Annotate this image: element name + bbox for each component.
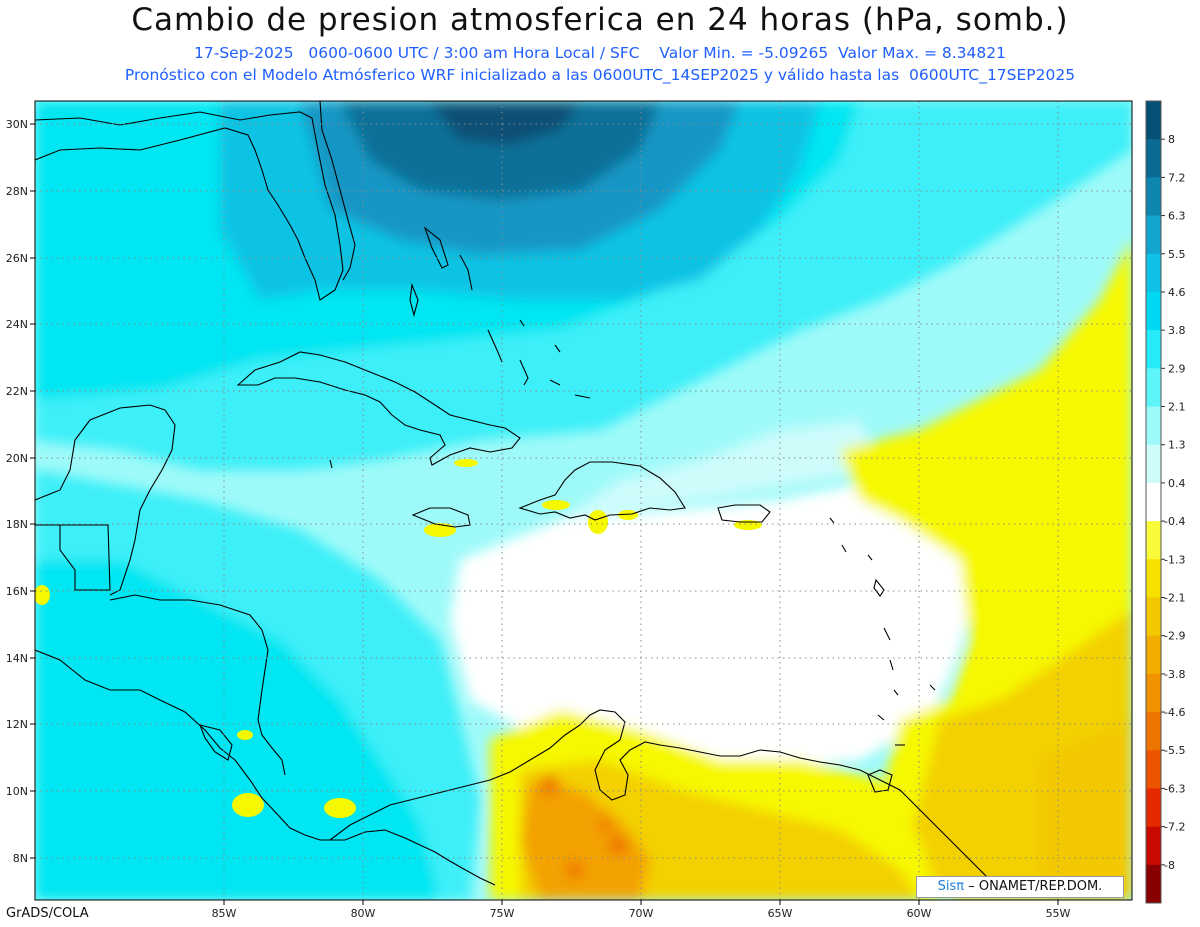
colorbar-swatch — [1146, 406, 1161, 446]
colorbar-swatch — [1146, 788, 1161, 828]
colorbar-swatch — [1146, 635, 1161, 675]
lon-label: 55W — [1046, 907, 1071, 920]
lon-label: 80W — [351, 907, 376, 920]
coastlines — [35, 101, 1001, 891]
grads-credit: GrADS/COLA — [6, 906, 89, 921]
graticule — [35, 101, 1132, 900]
credit-text: – ONAMET/REP.DOM. — [968, 879, 1103, 894]
colorbar-label: -8 — [1164, 859, 1175, 872]
colorbar-swatch — [1146, 521, 1161, 560]
lat-label: 24N — [6, 318, 28, 331]
colorbar-swatch — [1146, 215, 1161, 255]
lat-label: 16N — [6, 585, 28, 598]
map-subtitle-date: 17-Sep-2025 0600-0600 UTC / 3:00 am Hora… — [194, 44, 1006, 62]
map-frame — [34, 100, 1133, 901]
lat-label: 26N — [6, 252, 28, 265]
colorbar-swatch — [1146, 864, 1161, 904]
colorbar-swatch — [1146, 177, 1161, 217]
latitude-labels: 30N 28N 26N 24N 22N 20N 18N 16N 14N 12N … — [6, 118, 28, 865]
colorbar-label: -6.3 — [1164, 782, 1185, 795]
colorbar-swatch — [1146, 712, 1161, 751]
map-title: Cambio de presion atmosferica en 24 hora… — [131, 2, 1069, 38]
colorbar-label: 8 — [1168, 133, 1175, 146]
colorbar-label: 2.1 — [1168, 401, 1186, 414]
lon-label: 70W — [629, 907, 654, 920]
colorbar-label: 0.4 — [1168, 477, 1186, 490]
lat-label: 30N — [6, 118, 28, 131]
colorbar-swatch — [1146, 673, 1161, 713]
colorbar-label: -4.6 — [1164, 706, 1185, 719]
colorbar-label: 2.9 — [1168, 362, 1186, 375]
credit-box: Sisπ – ONAMET/REP.DOM. — [916, 876, 1124, 898]
map-subtitle-model: Pronóstico con el Modelo Atmósferico WRF… — [124, 66, 1076, 84]
colorbar-swatch — [1146, 368, 1161, 408]
lat-label: 14N — [6, 652, 28, 665]
colorbar-swatch — [1146, 597, 1161, 637]
pressure-field — [35, 101, 1132, 900]
colorbar-label: -5.5 — [1164, 744, 1185, 757]
colorbar-swatch — [1146, 101, 1161, 140]
colorbar-swatch — [1146, 291, 1161, 331]
colorbar-swatch — [1146, 139, 1161, 178]
colorbar-labels: 8 7.2 6.3 5.5 4.6 3.8 2.9 2.1 1.3 0.4 -0.4 -1.3 -2.1… — [1164, 133, 1186, 872]
lat-label: 20N — [6, 452, 28, 465]
colorbar-label: 6.3 — [1168, 210, 1186, 223]
colorbar-label: -0.4 — [1164, 515, 1185, 528]
lat-label: 12N — [6, 718, 28, 731]
colorbar-label: -2.9 — [1164, 630, 1185, 643]
lon-label: 85W — [212, 907, 237, 920]
colorbar-swatch — [1146, 330, 1161, 369]
lon-label: 65W — [768, 907, 793, 920]
colorbar-label: 3.8 — [1168, 324, 1186, 337]
colorbar-label: 1.3 — [1168, 439, 1186, 452]
colorbar-swatch — [1146, 253, 1161, 293]
colorbar-label: 4.6 — [1168, 286, 1186, 299]
lat-label: 10N — [6, 785, 28, 798]
colorbar-label: -1.3 — [1164, 553, 1185, 566]
colorbar-swatch — [1146, 559, 1161, 598]
colorbar-swatch — [1146, 482, 1161, 522]
lon-label: 75W — [490, 907, 515, 920]
sispi-logo: Sisπ — [937, 879, 965, 894]
lat-label: 28N — [6, 185, 28, 198]
colorbar-swatch — [1146, 750, 1161, 789]
colorbar-swatch — [1146, 826, 1161, 866]
lat-label: 18N — [6, 518, 28, 531]
colorbar-label: -7.2 — [1164, 821, 1185, 834]
colorbar-label: -2.1 — [1164, 591, 1185, 604]
longitude-labels: 85W 80W 75W 70W 65W 60W 55W — [212, 907, 1071, 920]
colorbar-label: 5.5 — [1168, 248, 1186, 261]
lat-label: 8N — [13, 852, 28, 865]
colorbar-label: 7.2 — [1168, 171, 1186, 184]
colorbar-label: -3.8 — [1164, 668, 1185, 681]
lon-label: 60W — [907, 907, 932, 920]
colorbar-swatch — [1146, 444, 1161, 484]
colorbar — [1145, 100, 1165, 904]
axis-ticks — [30, 123, 1059, 905]
lat-label: 22N — [6, 385, 28, 398]
colorbar-frame — [1145, 100, 1162, 904]
